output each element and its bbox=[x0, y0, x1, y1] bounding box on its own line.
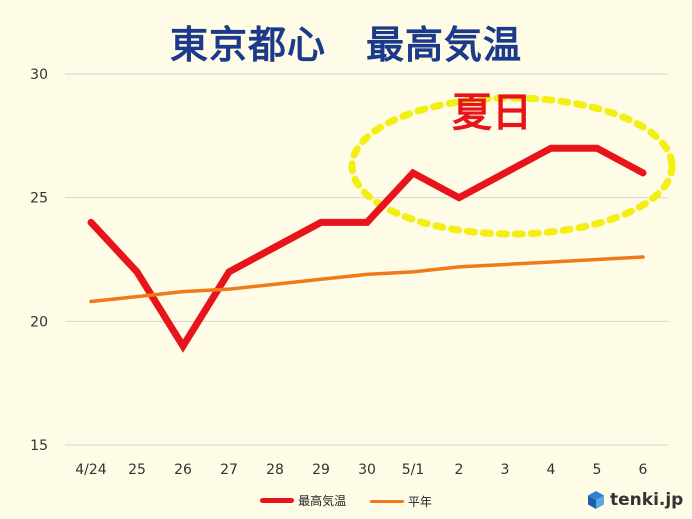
series-line-1 bbox=[89, 255, 645, 304]
x-tick-label: 25 bbox=[128, 462, 146, 478]
x-tick-label: 29 bbox=[312, 462, 330, 478]
y-tick-label: 15 bbox=[30, 438, 48, 454]
logo-text: tenki.jp bbox=[610, 490, 684, 510]
x-tick-label: 4 bbox=[547, 462, 556, 478]
tenki-logo: tenki.jp bbox=[586, 490, 683, 510]
x-tick-label: 27 bbox=[220, 462, 238, 478]
summer-day-annotation: 夏日 bbox=[452, 90, 532, 136]
title-location: 東京都心 bbox=[169, 23, 326, 67]
x-tick-label: 6 bbox=[639, 462, 648, 478]
summer-day-highlight-ellipse bbox=[348, 94, 676, 238]
legend-label-max-temp: 最高気温 bbox=[298, 494, 347, 508]
y-tick-label: 20 bbox=[30, 314, 48, 330]
x-tick-label: 2 bbox=[455, 462, 464, 478]
title-metric: 最高気温 bbox=[366, 23, 523, 67]
x-tick-label: 5/1 bbox=[402, 462, 425, 478]
x-tick-label: 26 bbox=[174, 462, 192, 478]
chart-title: 東京都心 最高気温 bbox=[0, 14, 692, 69]
x-tick-label: 3 bbox=[501, 462, 510, 478]
x-tick-label: 30 bbox=[358, 462, 376, 478]
legend-label-normal: 平年 bbox=[407, 495, 432, 509]
legend: 最高気温 平年 bbox=[0, 492, 692, 510]
x-tick-label: 4/24 bbox=[75, 462, 107, 478]
x-tick-label: 5 bbox=[593, 462, 602, 478]
legend-swatch-normal bbox=[369, 500, 404, 503]
legend-swatch-max-temp bbox=[260, 498, 295, 503]
series-line-0 bbox=[87, 144, 647, 353]
y-tick-label: 25 bbox=[30, 191, 48, 207]
cube-icon bbox=[588, 491, 604, 509]
x-tick-label: 28 bbox=[266, 462, 284, 478]
legend-item-max-temp: 最高気温 bbox=[260, 492, 346, 509]
y-tick-label: 30 bbox=[30, 67, 48, 83]
legend-item-normal: 平年 bbox=[369, 493, 432, 510]
